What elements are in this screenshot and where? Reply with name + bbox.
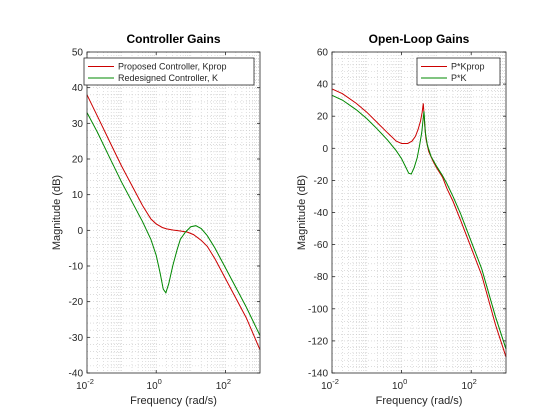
legend-label-2: Redesigned Controller, K xyxy=(118,73,218,83)
y-tick-label: 0 xyxy=(77,226,83,237)
series-line-1 xyxy=(331,88,507,358)
y-tick-label: -20 xyxy=(314,176,329,187)
y-tick-label: 60 xyxy=(317,48,329,59)
axes-frame xyxy=(86,51,261,374)
legend-box xyxy=(416,57,501,86)
axes-background xyxy=(87,52,260,373)
series-line-2 xyxy=(331,94,507,350)
y-tick-label: 40 xyxy=(317,80,329,91)
chart-title: Open-Loop Gains xyxy=(369,32,470,46)
y-axis-label: Magnitude (dB) xyxy=(51,175,63,250)
y-tick-label: 0 xyxy=(322,144,328,155)
y-tick-label: 10 xyxy=(72,190,84,201)
y-tick-label: 50 xyxy=(72,48,84,59)
legend-box xyxy=(83,57,255,86)
y-tick-label: -20 xyxy=(69,297,84,308)
series-line-2 xyxy=(86,112,261,336)
chart-title: Controller Gains xyxy=(126,32,220,46)
y-tick-label: 20 xyxy=(317,112,329,123)
y-tick-label: -40 xyxy=(314,208,329,219)
y-tick-label: -80 xyxy=(314,272,329,283)
y-tick-label: -120 xyxy=(308,336,328,347)
series-line-1 xyxy=(86,94,261,351)
grid xyxy=(332,52,506,373)
x-tick-label: 100 xyxy=(392,377,407,392)
y-tick-label: -30 xyxy=(69,333,84,344)
y-tick-label: -10 xyxy=(69,262,84,273)
x-tick-label: 102 xyxy=(462,377,477,392)
y-tick-label: 40 xyxy=(72,83,84,94)
y-tick-label: 20 xyxy=(72,155,84,166)
x-tick-label: 10-2 xyxy=(321,377,339,392)
legend-label-2: P*K xyxy=(451,73,467,83)
y-tick-label: -100 xyxy=(308,304,328,315)
axes-2: -140 -120 -100 -80 -60 -40 -20 0 20 40 60 10-2 100 10… xyxy=(296,32,507,407)
x-axis-label: Frequency (rad/s) xyxy=(376,395,463,407)
x-tick-label: 10-2 xyxy=(76,377,94,392)
legend-label-1: P*Kprop xyxy=(451,62,485,72)
y-tick-label: -140 xyxy=(308,369,328,380)
axes-1: -40 -30 -20 -10 0 10 20 30 40 50 10-2 100 102 Control… xyxy=(51,32,261,407)
x-tick-label: 100 xyxy=(147,377,162,392)
legend-label-1: Proposed Controller, Kprop xyxy=(118,62,227,72)
y-tick-label: -40 xyxy=(69,369,84,380)
x-tick-label: 102 xyxy=(216,377,231,392)
y-tick-label: -60 xyxy=(314,240,329,251)
y-tick-label: 30 xyxy=(72,119,84,130)
y-axis-label: Magnitude (dB) xyxy=(296,175,308,250)
x-axis-label: Frequency (rad/s) xyxy=(130,395,217,407)
